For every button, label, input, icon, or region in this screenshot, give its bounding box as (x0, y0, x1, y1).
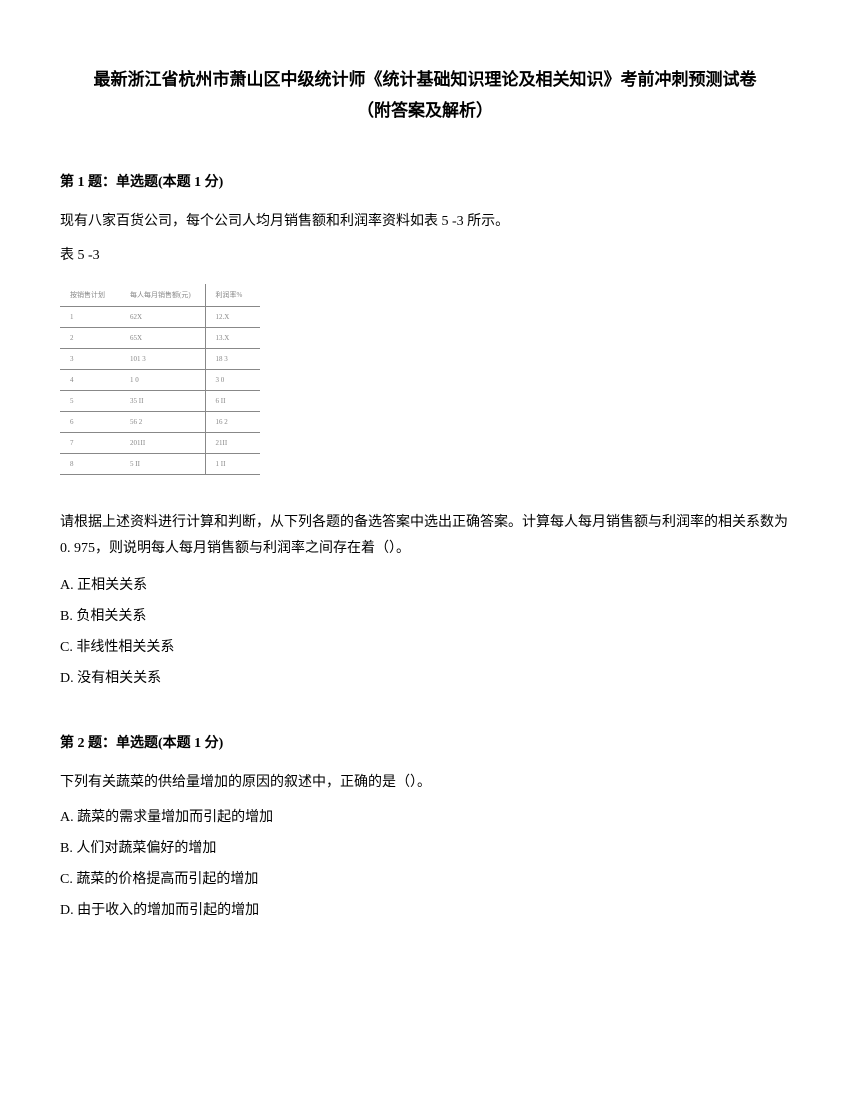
table-cell: 16 2 (205, 412, 260, 433)
table-cell: 3 0 (205, 370, 260, 391)
title-line1: 最新浙江省杭州市萧山区中级统计师《统计基础知识理论及相关知识》考前冲刺预测试卷 (60, 65, 790, 96)
table-cell: 1 0 (120, 370, 205, 391)
question-1-instruction: 请根据上述资料进行计算和判断，从下列各题的备选答案中选出正确答案。计算每人每月销… (60, 510, 790, 560)
table-cell: 1 II (205, 454, 260, 475)
option-d: D. 由于收入的增加而引起的增加 (60, 898, 790, 923)
question-1-header: 第 1 题：单选题(本题 1 分) (60, 171, 790, 191)
table-row: 1 62X 12.X (60, 307, 260, 328)
table-row: 7 201II 21II (60, 433, 260, 454)
table-header-1: 按销售计划 (60, 284, 120, 307)
option-a: A. 蔬菜的需求量增加而引起的增加 (60, 805, 790, 830)
title-line2: （附答案及解析） (60, 96, 790, 127)
table-cell: 21II (205, 433, 260, 454)
table-cell: 1 (60, 307, 120, 328)
table-cell: 4 (60, 370, 120, 391)
table-header-row: 按销售计划 每人每月销售额(元) 利润率% (60, 284, 260, 307)
table-header-2: 每人每月销售额(元) (120, 284, 205, 307)
table-row: 8 5 II 1 II (60, 454, 260, 475)
table-cell: 5 (60, 391, 120, 412)
option-a: A. 正相关关系 (60, 573, 790, 598)
table-row: 6 56 2 16 2 (60, 412, 260, 433)
table-cell: 65X (120, 328, 205, 349)
option-c: C. 蔬菜的价格提高而引起的增加 (60, 867, 790, 892)
table-cell: 18 3 (205, 349, 260, 370)
table-cell: 8 (60, 454, 120, 475)
table-header-3: 利润率% (205, 284, 260, 307)
question-1: 第 1 题：单选题(本题 1 分) 现有八家百货公司，每个公司人均月销售额和利润… (60, 171, 790, 691)
table-cell: 13.X (205, 328, 260, 349)
question-2-header: 第 2 题：单选题(本题 1 分) (60, 732, 790, 752)
page-title: 最新浙江省杭州市萧山区中级统计师《统计基础知识理论及相关知识》考前冲刺预测试卷 … (60, 65, 790, 126)
table-cell: 12.X (205, 307, 260, 328)
table-label: 表 5 -3 (60, 244, 790, 264)
table-row: 3 101 3 18 3 (60, 349, 260, 370)
table-cell: 62X (120, 307, 205, 328)
table-cell: 101 3 (120, 349, 205, 370)
table-cell: 56 2 (120, 412, 205, 433)
table-cell: 5 II (120, 454, 205, 475)
table-cell: 7 (60, 433, 120, 454)
table-cell: 2 (60, 328, 120, 349)
option-b: B. 人们对蔬菜偏好的增加 (60, 836, 790, 861)
table-cell: 201II (120, 433, 205, 454)
table-cell: 35 II (120, 391, 205, 412)
option-c: C. 非线性相关关系 (60, 635, 790, 660)
question-2: 第 2 题：单选题(本题 1 分) 下列有关蔬菜的供给量增加的原因的叙述中，正确… (60, 732, 790, 924)
table-cell: 3 (60, 349, 120, 370)
option-d: D. 没有相关关系 (60, 666, 790, 691)
table-row: 4 1 0 3 0 (60, 370, 260, 391)
table-cell: 6 II (205, 391, 260, 412)
table-row: 5 35 II 6 II (60, 391, 260, 412)
option-b: B. 负相关关系 (60, 604, 790, 629)
data-table: 按销售计划 每人每月销售额(元) 利润率% 1 62X 12.X 2 65X 1… (60, 284, 260, 475)
question-1-text: 现有八家百货公司，每个公司人均月销售额和利润率资料如表 5 -3 所示。 (60, 209, 790, 234)
table-row: 2 65X 13.X (60, 328, 260, 349)
question-2-text: 下列有关蔬菜的供给量增加的原因的叙述中，正确的是（）。 (60, 770, 790, 795)
table-cell: 6 (60, 412, 120, 433)
